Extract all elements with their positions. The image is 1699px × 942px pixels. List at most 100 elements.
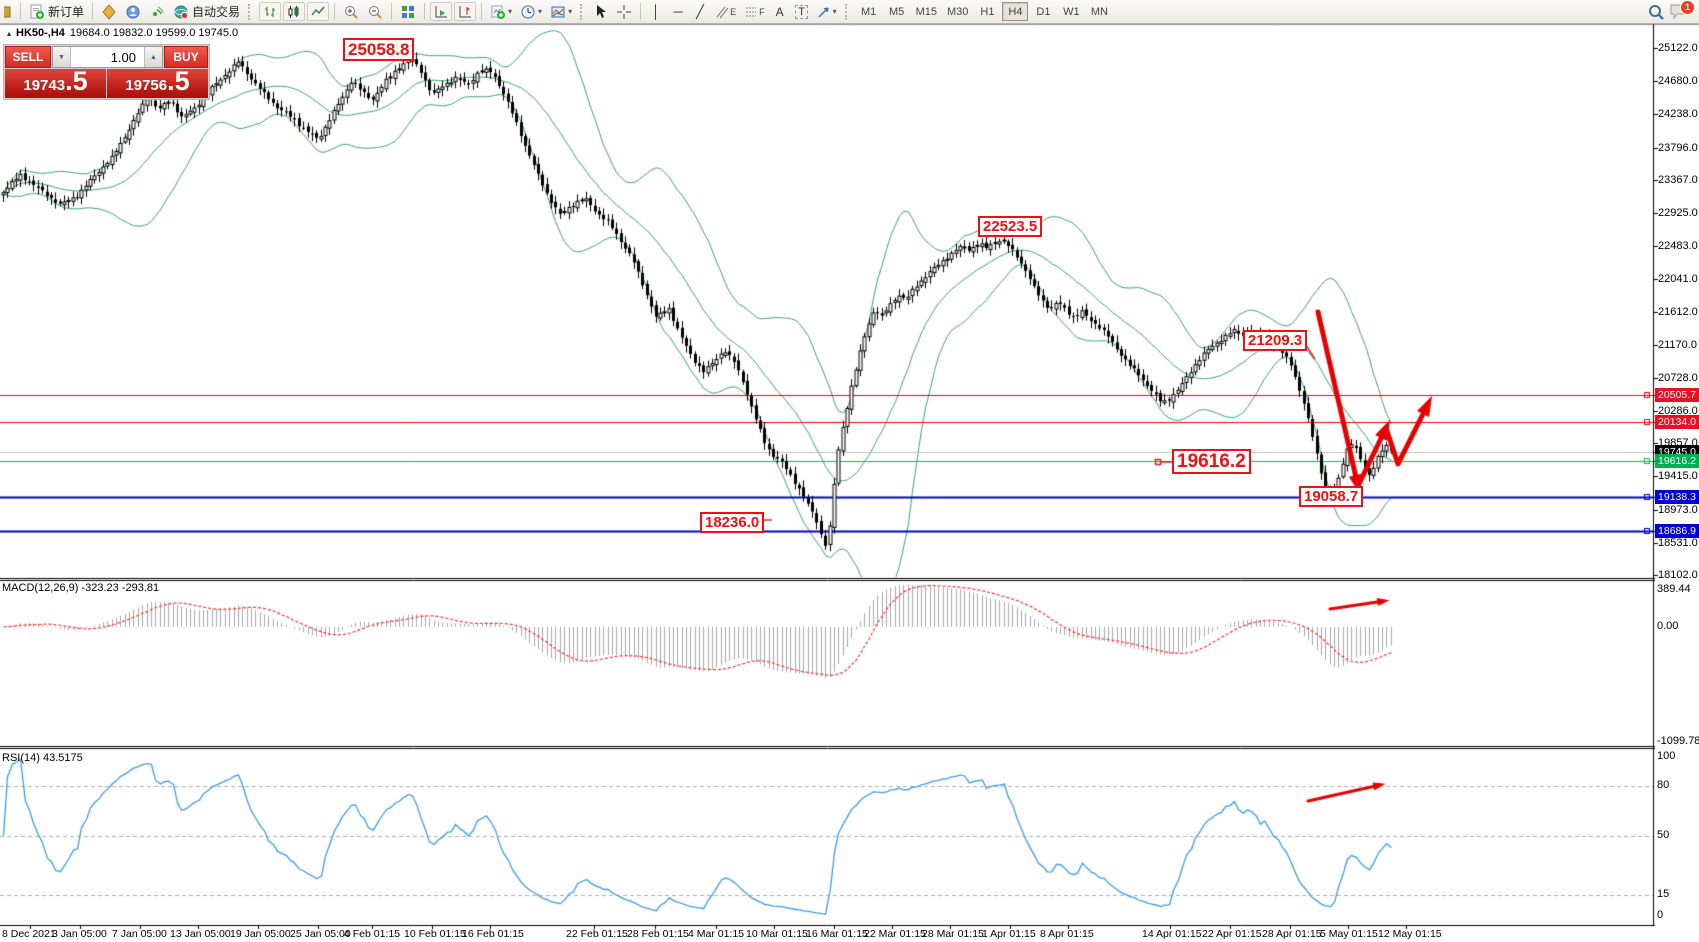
autotrading-icon — [173, 4, 189, 20]
crosshair-tool[interactable] — [613, 2, 635, 21]
terminal-icon[interactable] — [122, 2, 144, 21]
rsi-axis-label: 100 — [1657, 750, 1676, 762]
price-badge: 20134.0 — [1655, 415, 1699, 430]
timeframe-mn[interactable]: MN — [1086, 2, 1112, 21]
tile-windows-icon[interactable] — [397, 2, 419, 21]
separator — [334, 3, 336, 20]
bar-chart-icon[interactable] — [259, 2, 282, 21]
zoom-in-icon[interactable] — [340, 2, 362, 21]
candlestick-chart-icon[interactable] — [283, 2, 306, 21]
timeframe-w1[interactable]: W1 — [1058, 2, 1084, 21]
volume-input[interactable]: 1.00 — [110, 49, 136, 65]
price-badge: 18686.9 — [1655, 524, 1699, 539]
chevron-down-icon: ▾ — [508, 7, 513, 16]
price-tick: 24680.0 — [1658, 75, 1698, 88]
price-tick: 22483.0 — [1658, 240, 1698, 253]
time-tick: 22 Apr 01:15 — [1202, 928, 1262, 940]
new-order-icon — [29, 4, 45, 20]
time-tick: 14 Apr 01:15 — [1142, 928, 1202, 940]
drag-handle — [248, 3, 254, 20]
rsi-axis-label: 0 — [1657, 909, 1664, 921]
time-tick: 28 Feb 01:15 — [627, 928, 689, 940]
price-tick: 24238.0 — [1658, 108, 1698, 121]
search-icon[interactable] — [1644, 2, 1668, 21]
volume-decrease-button[interactable]: ▼ — [53, 47, 71, 67]
timeframe-m5[interactable]: M5 — [884, 2, 910, 21]
equidistant-channel-tool[interactable]: E — [712, 2, 739, 21]
rsi-axis-label: 15 — [1657, 888, 1670, 900]
sell-button[interactable]: SELL — [5, 46, 51, 68]
time-tick: 16 Mar 01:15 — [806, 928, 868, 940]
chart-shift-icon[interactable] — [454, 2, 477, 21]
rsi-label: RSI(14) 43.5175 — [2, 752, 83, 764]
time-tick: 22 Feb 01:15 — [566, 928, 628, 940]
line-chart-icon[interactable] — [307, 2, 330, 21]
main-toolbar: 新订单 自动交易 ▾ — [0, 0, 1699, 24]
separator — [424, 3, 426, 20]
zoom-out-icon[interactable] — [364, 2, 386, 21]
price-annotation[interactable]: 19058.7 — [1299, 486, 1364, 507]
symbol-name: HK50-,H4 — [16, 27, 65, 39]
time-tick: 8 Apr 01:15 — [1040, 928, 1094, 940]
timeframe-m15[interactable]: M15 — [912, 2, 941, 21]
arrows-menu-button[interactable]: ▾ — [814, 2, 840, 21]
time-tick: 8 Dec 2021 — [2, 928, 56, 940]
price-tick: 18973.0 — [1658, 503, 1698, 516]
volume-increase-button[interactable]: ▲ — [144, 47, 162, 67]
price-badge: 20505.7 — [1655, 387, 1699, 402]
periods-menu-button[interactable]: ▾ — [517, 2, 545, 21]
price-annotation[interactable]: 18236.0 — [700, 512, 765, 533]
fibonacci-tool[interactable]: F — [746, 6, 765, 17]
timeframe-m1[interactable]: M1 — [856, 2, 882, 21]
time-tick: 28 Mar 01:15 — [922, 928, 984, 940]
indicators-menu-button[interactable]: ▾ — [487, 2, 515, 21]
new-order-label: 新订单 — [48, 5, 85, 19]
spin-up-icon: ▲ — [150, 53, 157, 61]
price-annotation[interactable]: 21209.3 — [1243, 330, 1308, 351]
timeframe-m30[interactable]: M30 — [943, 2, 972, 21]
price-tick: 21170.0 — [1658, 338, 1697, 351]
sell-price[interactable]: 19743.5 — [5, 68, 106, 98]
time-tick: 5 May 01:15 — [1320, 928, 1378, 940]
collapse-panel-icon[interactable]: ▴ — [7, 28, 12, 38]
chevron-down-icon: ▾ — [568, 7, 573, 16]
timeframe-d1[interactable]: D1 — [1030, 2, 1056, 21]
one-click-trading-panel: SELL ▼ 1.00 ▲ BUY 19743.5 19756.5 — [3, 44, 210, 100]
price-annotation[interactable]: 22523.5 — [978, 216, 1043, 237]
timeframe-h1[interactable]: H1 — [974, 2, 1000, 21]
text-tool[interactable]: A — [775, 4, 784, 19]
price-annotation[interactable]: 25058.8 — [343, 38, 415, 61]
macd-axis-label: 389.44 — [1657, 583, 1691, 595]
text-label-tool[interactable]: T — [792, 2, 812, 21]
vertical-line-tool[interactable]: │ — [652, 4, 661, 19]
chevron-down-icon: ▾ — [538, 7, 543, 16]
price-tick: 23796.0 — [1658, 141, 1698, 154]
time-tick: 13 Jan 05:00 — [170, 928, 231, 940]
timeframe-h4[interactable]: H4 — [1002, 2, 1029, 21]
time-tick: 12 May 01:15 — [1378, 928, 1442, 940]
clipped-icon[interactable] — [1, 2, 15, 21]
chat-button[interactable]: 1 — [1669, 0, 1695, 22]
buy-price[interactable]: 19756.5 — [107, 68, 208, 98]
price-annotation[interactable]: 19616.2 — [1172, 449, 1251, 474]
templates-menu-button[interactable]: ▾ — [547, 2, 575, 21]
time-tick: 16 Feb 01:15 — [462, 928, 524, 940]
chevron-down-icon: ▾ — [832, 7, 837, 16]
metaeditor-icon[interactable] — [98, 2, 120, 21]
macd-label: MACD(12,26,9) -323.23 -293.81 — [2, 582, 160, 594]
autotrading-button[interactable]: 自动交易 — [170, 2, 243, 21]
horizontal-line-tool[interactable]: ─ — [673, 4, 683, 19]
trendline-tool[interactable]: ╱ — [696, 4, 704, 19]
volume-stepper: ▼ 1.00 ▲ — [52, 46, 163, 68]
notification-badge: 1 — [1680, 0, 1695, 15]
spin-down-icon: ▼ — [58, 53, 65, 61]
cursor-tool[interactable] — [591, 2, 611, 21]
separator — [92, 3, 94, 20]
macd-axis-label: -1099.78 — [1657, 735, 1699, 747]
new-order-button[interactable]: 新订单 — [26, 2, 87, 21]
signals-icon[interactable] — [146, 2, 168, 21]
auto-scroll-icon[interactable] — [430, 2, 453, 21]
buy-button[interactable]: BUY — [164, 46, 208, 68]
